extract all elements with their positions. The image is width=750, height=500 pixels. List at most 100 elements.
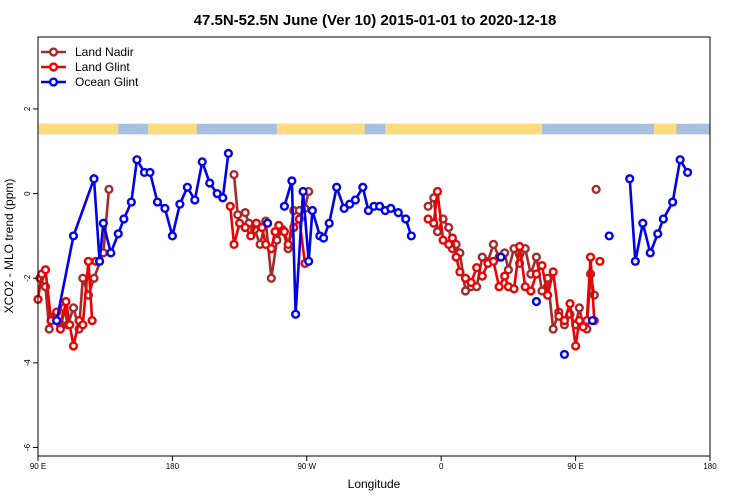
data-point (595, 256, 605, 266)
data-point (89, 174, 99, 184)
data-point (52, 315, 62, 326)
data-point (537, 260, 547, 271)
data-point (319, 233, 329, 243)
series-line (628, 158, 689, 263)
data-point (406, 231, 416, 241)
legend-item: Land Nadir (41, 45, 134, 59)
data-point (279, 227, 290, 237)
data-point (225, 201, 235, 211)
data-point (65, 320, 75, 330)
data-point (423, 214, 433, 224)
data-point (126, 197, 136, 207)
series-layer (33, 148, 693, 360)
x-tick-label: 90 W (297, 462, 316, 471)
data-point (235, 218, 245, 228)
data-point (509, 284, 519, 294)
data-point (496, 252, 506, 262)
data-point (345, 199, 355, 209)
x-tick-label: 0 (439, 462, 444, 471)
data-point (266, 273, 276, 283)
legend-marker (48, 47, 59, 57)
y-axis: -6 -4 -2 0 2 (23, 106, 38, 451)
data-point (531, 296, 542, 307)
legend-marker (48, 62, 59, 72)
data-point (212, 188, 222, 199)
data-point (531, 269, 542, 279)
data-point (455, 267, 465, 277)
data-point (218, 193, 228, 203)
y-axis-label: XCO2 - MLO trend (ppm) (2, 179, 16, 314)
data-point (658, 214, 668, 224)
data-point (514, 241, 525, 252)
band-land (38, 123, 119, 135)
data-point (240, 208, 250, 218)
data-point (488, 256, 499, 266)
data-point (570, 341, 581, 351)
data-point (307, 205, 318, 216)
data-point (363, 205, 374, 216)
data-point (332, 182, 342, 192)
data-point (466, 277, 476, 288)
y-tick-label: -6 (23, 443, 32, 451)
data-point (44, 324, 54, 334)
data-point (447, 233, 458, 243)
data-point (229, 169, 239, 180)
data-point (638, 218, 648, 228)
data-point (113, 229, 123, 239)
data-point (432, 227, 443, 237)
data-point (223, 148, 234, 158)
data-point (104, 184, 114, 194)
data-point (61, 296, 71, 307)
data-point (182, 182, 192, 192)
surface-band (38, 123, 710, 135)
series-1 (33, 186, 605, 351)
band-land (385, 123, 542, 135)
data-point (401, 214, 411, 224)
data-point (339, 203, 349, 214)
data-point (500, 271, 510, 281)
data-point (472, 263, 482, 273)
x-axis-label: Longitude (348, 477, 401, 491)
data-point (574, 303, 584, 313)
data-point (261, 239, 271, 249)
x-tick-label: 90 E (567, 462, 583, 471)
data-point (152, 197, 163, 207)
data-point (68, 231, 79, 241)
data-point (78, 273, 88, 283)
data-point (393, 208, 403, 218)
data-point (682, 167, 693, 178)
data-point (668, 197, 678, 207)
series-0 (35, 169, 601, 334)
x-tick-label: 180 (166, 462, 180, 471)
legend-marker (48, 77, 59, 87)
data-point (270, 227, 280, 237)
plot-frame (37, 36, 711, 457)
data-point (591, 184, 601, 194)
data-point (565, 299, 575, 309)
data-point (145, 167, 155, 178)
data-point (625, 174, 635, 184)
y-tick-label: 2 (23, 106, 32, 111)
x-axis: 90 E 180 90 W 0 90 E 180 (30, 456, 717, 471)
chart-title: 47.5N-52.5N June (Ver 10) 2015-01-01 to … (194, 12, 557, 29)
data-point (274, 220, 284, 230)
legend-item: Land Glint (41, 60, 130, 74)
y-tick-label: -2 (23, 274, 32, 282)
data-point (444, 239, 454, 249)
data-point (287, 176, 297, 186)
data-point (40, 265, 51, 275)
data-point (559, 349, 570, 360)
x-tick-label: 90 E (30, 462, 46, 471)
data-point (358, 182, 368, 192)
data-point (279, 201, 290, 211)
data-point (324, 218, 334, 228)
series-2 (52, 148, 693, 360)
data-point (488, 239, 499, 249)
data-point (432, 186, 443, 197)
data-point (559, 315, 570, 326)
band-land (276, 123, 365, 135)
data-point (160, 203, 170, 214)
y-tick-label: -4 (23, 359, 32, 367)
data-point (106, 248, 116, 258)
